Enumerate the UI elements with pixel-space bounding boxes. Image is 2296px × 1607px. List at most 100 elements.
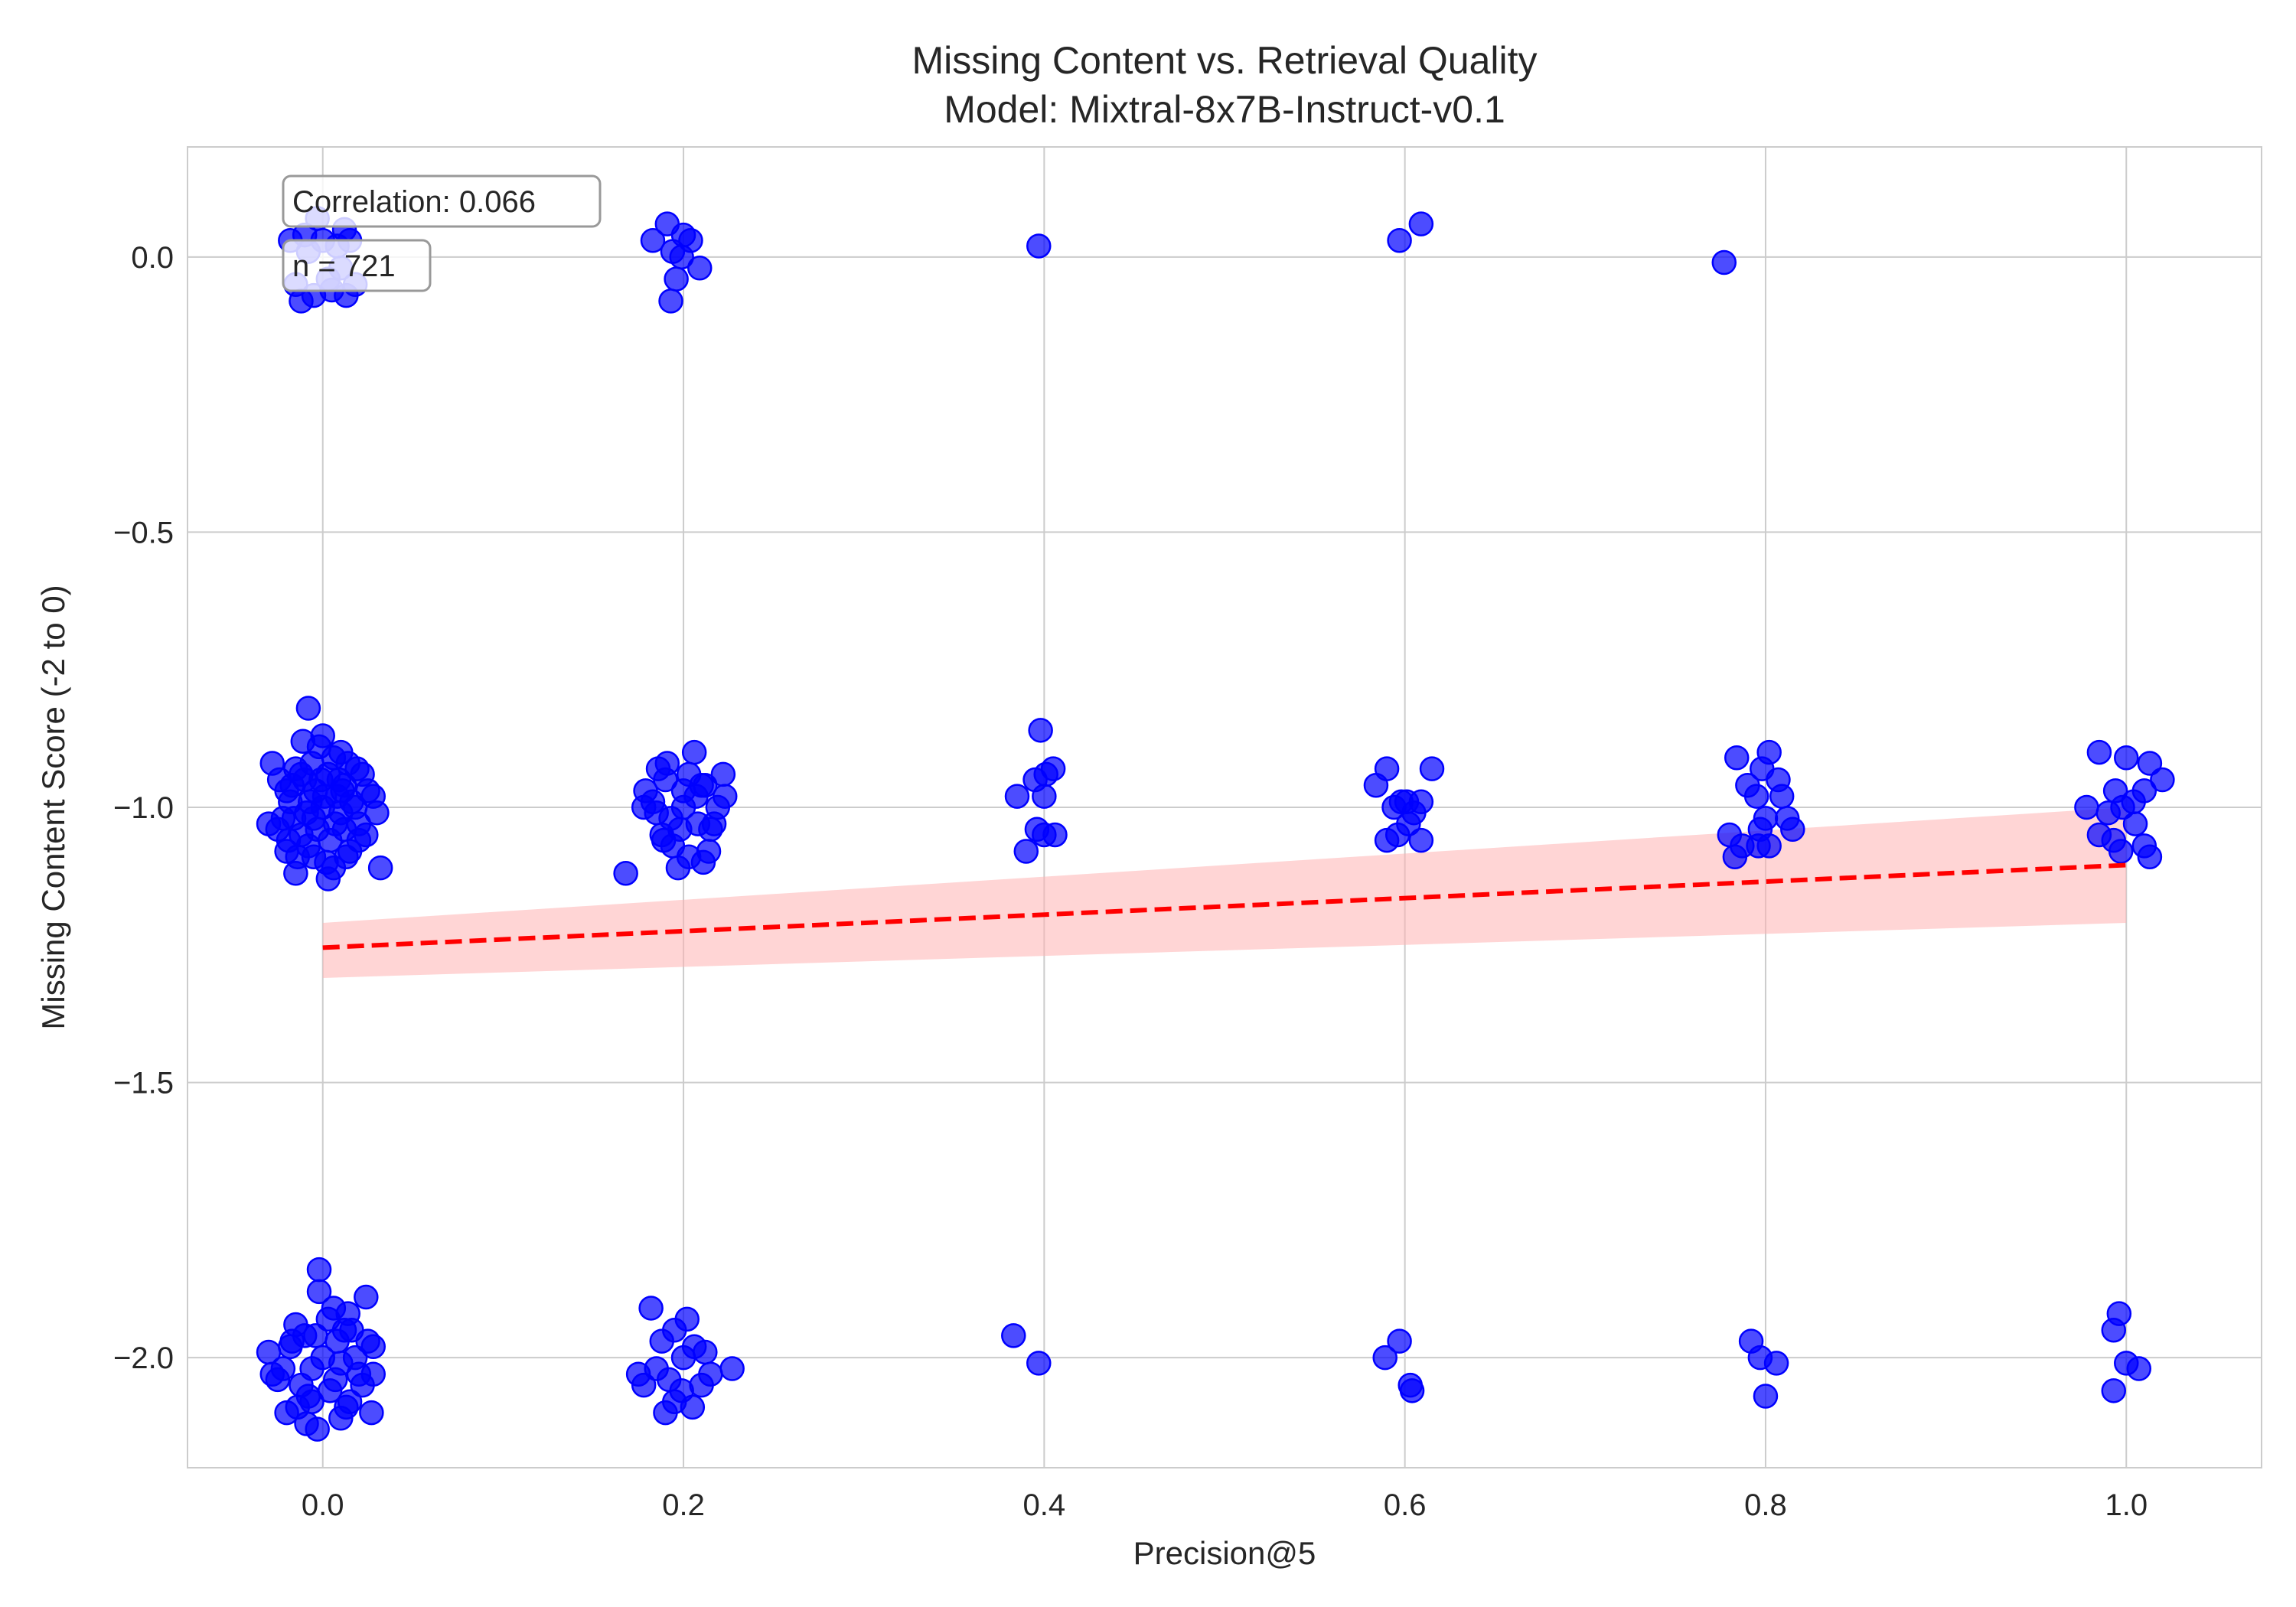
data-point [1040, 756, 1066, 781]
data-point [698, 817, 723, 843]
y-tick-label: −1.5 [113, 1067, 174, 1100]
data-point [283, 861, 308, 886]
data-point [1387, 228, 1412, 253]
data-point [1042, 822, 1068, 848]
data-point [710, 761, 736, 787]
y-axis-label: Missing Content Score (-2 to 0) [35, 585, 71, 1029]
confidence-band [322, 807, 2127, 978]
trend-line [322, 862, 2127, 950]
data-point [279, 1328, 305, 1354]
y-tick-label: −1.0 [113, 791, 174, 825]
data-point [322, 1367, 348, 1393]
data-point [1743, 784, 1769, 809]
data-point [644, 800, 669, 826]
data-point [1724, 745, 1750, 771]
data-point [674, 1306, 700, 1332]
confidence-band-layer [322, 807, 2127, 978]
data-point [308, 767, 334, 793]
data-point [359, 1400, 384, 1426]
sample-size-annotation: n = 721 [282, 239, 432, 292]
data-point [330, 778, 355, 804]
sample-size-annotation-box [282, 239, 432, 292]
data-point [2150, 767, 2175, 793]
data-point [613, 861, 638, 886]
data-point [1026, 233, 1052, 259]
data-point [631, 1372, 657, 1398]
data-point [344, 756, 370, 781]
data-point [2074, 794, 2099, 820]
correlation-annotation: Correlation: 0.066 [282, 174, 602, 228]
y-tick-label: 0.0 [131, 241, 174, 275]
data-point [640, 228, 666, 253]
data-point [698, 1361, 723, 1387]
data-point [1408, 211, 1434, 236]
trend-line-layer [322, 862, 2127, 950]
data-point [360, 784, 386, 809]
data-point [306, 1257, 332, 1283]
chart-subtitle: Model: Mixtral-8x7B-Instruct-v0.1 [944, 88, 1505, 131]
data-point [276, 827, 302, 853]
data-point [1722, 844, 1748, 869]
data-point [339, 1317, 364, 1343]
data-point [294, 1411, 319, 1436]
x-tick-label: 0.6 [1384, 1488, 1427, 1522]
y-axis-ticks: 0.0 −0.5 −1.0 −1.5 −2.0 [113, 241, 174, 1375]
correlation-annotation-text: Correlation: 0.066 [292, 185, 536, 219]
sample-size-annotation-text: n = 721 [292, 249, 396, 283]
data-point [1769, 784, 1795, 809]
data-point [687, 255, 713, 281]
correlation-annotation-box [282, 174, 602, 228]
data-point [1408, 827, 1434, 853]
data-point [360, 1361, 386, 1387]
data-point [664, 266, 689, 292]
data-point [1399, 1378, 1425, 1403]
data-point [1387, 1328, 1412, 1354]
x-tick-label: 0.2 [662, 1488, 705, 1522]
data-point [1374, 756, 1400, 781]
data-point [334, 1394, 359, 1420]
data-point [719, 1356, 745, 1381]
data-point [367, 855, 393, 881]
data-point [1372, 1345, 1397, 1371]
data-point [360, 1334, 386, 1360]
x-tick-label: 1.0 [2105, 1488, 2148, 1522]
data-point [1780, 817, 1805, 843]
data-point [306, 1279, 332, 1305]
data-point [1004, 784, 1030, 809]
data-point [301, 844, 327, 869]
x-tick-label: 0.8 [1744, 1488, 1787, 1522]
data-point [354, 822, 379, 848]
data-point [331, 817, 357, 843]
data-point [651, 827, 677, 853]
data-point [2137, 751, 2163, 776]
data-point [1408, 789, 1434, 815]
data-point [1756, 739, 1782, 765]
data-point [303, 1323, 328, 1348]
data-point [653, 767, 678, 793]
y-tick-label: −2.0 [113, 1341, 174, 1375]
data-point [1711, 249, 1737, 275]
data-point [690, 849, 716, 875]
chart-title: Missing Content vs. Retrieval Quality [912, 39, 1538, 82]
data-point [1753, 1384, 1779, 1409]
data-point [681, 739, 707, 765]
data-point [274, 1400, 299, 1426]
data-point [693, 1339, 718, 1365]
data-point [256, 811, 282, 836]
data-point [2122, 811, 2148, 836]
data-point [290, 729, 316, 754]
data-point [266, 767, 292, 793]
x-axis-ticks: 0.0 0.2 0.4 0.6 0.8 1.0 [302, 1488, 2148, 1522]
data-point [1763, 1351, 1789, 1376]
plot-area-frame [187, 146, 2262, 1468]
data-points [256, 206, 2175, 1442]
x-axis-label: Precision@5 [1133, 1535, 1316, 1571]
data-point [2126, 1356, 2152, 1381]
data-point [658, 288, 683, 314]
data-point [2086, 739, 2112, 765]
data-point [294, 800, 319, 826]
data-point [2101, 1317, 2127, 1343]
data-point [1013, 839, 1039, 864]
data-point [2101, 1378, 2127, 1403]
